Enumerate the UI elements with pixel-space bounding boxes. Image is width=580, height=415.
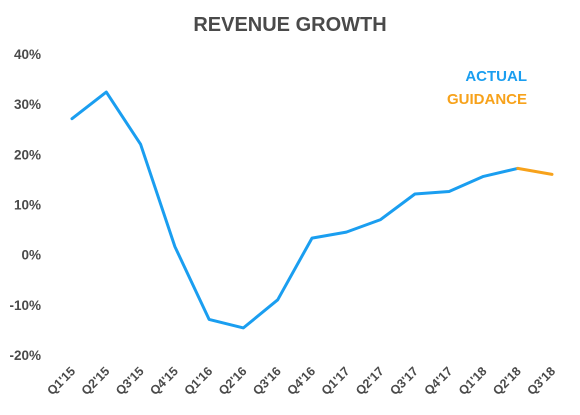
y-tick-label: -10% <box>9 298 41 313</box>
legend: ACTUAL GUIDANCE <box>447 68 527 108</box>
x-tick-label: Q1'17 <box>319 364 353 398</box>
x-tick-label: Q2'16 <box>216 364 250 398</box>
x-tick-label: Q3'18 <box>524 364 558 398</box>
x-tick-label: Q2'17 <box>353 364 387 398</box>
x-tick-label: Q3'16 <box>250 364 284 398</box>
x-tick-label: Q1'18 <box>456 364 490 398</box>
x-axis: Q1'15 Q2'15 Q3'15 Q4'15 Q1'16 Q2'16 Q3'16 Q4'16… <box>44 364 558 398</box>
legend-guidance: GUIDANCE <box>447 91 527 108</box>
y-tick-label: 30% <box>14 97 41 112</box>
y-tick-label: 0% <box>21 248 41 263</box>
x-tick-label: Q3'17 <box>387 364 421 398</box>
y-tick-label: 10% <box>14 198 41 213</box>
x-tick-label: Q1'15 <box>44 364 78 398</box>
x-tick-label: Q3'15 <box>113 364 147 398</box>
x-tick-label: Q2'18 <box>490 364 524 398</box>
x-tick-label: Q4'15 <box>147 364 181 398</box>
x-tick-label: Q1'16 <box>182 364 216 398</box>
chart-title: REVENUE GROWTH <box>193 14 386 36</box>
y-axis: 40% 30% 20% 10% 0% -10% -20% <box>9 47 41 363</box>
series-line-actual <box>70 90 520 330</box>
x-tick-label: Q2'15 <box>79 364 113 398</box>
y-tick-label: 20% <box>14 147 41 162</box>
series-line-guidance <box>516 166 554 176</box>
y-tick-label: 40% <box>14 47 41 62</box>
series-layer <box>70 90 554 330</box>
x-tick-label: Q4'16 <box>284 364 318 398</box>
legend-actual: ACTUAL <box>465 68 527 85</box>
y-tick-label: -20% <box>9 348 41 363</box>
x-tick-label: Q4'17 <box>422 364 456 398</box>
